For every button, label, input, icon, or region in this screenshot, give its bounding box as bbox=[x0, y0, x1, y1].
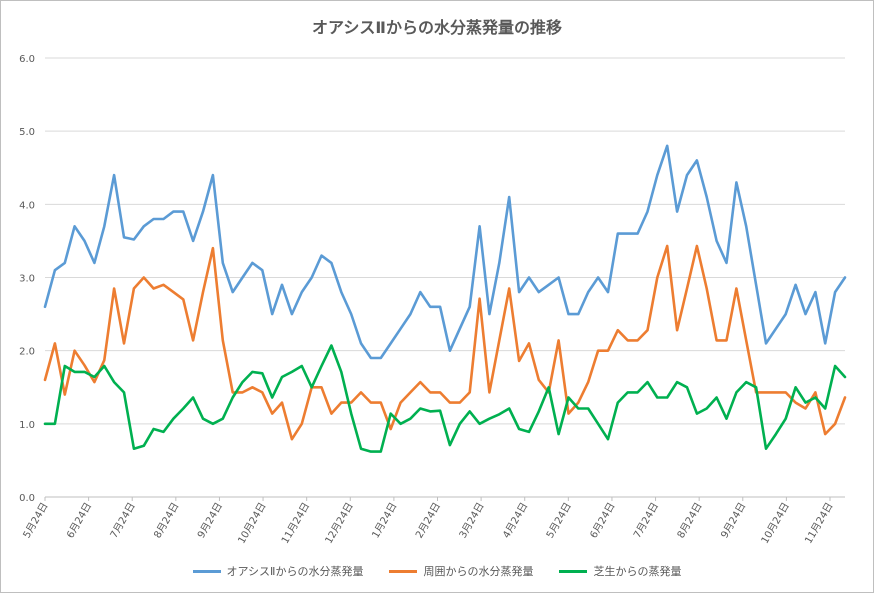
x-tick-label: 12月24日 bbox=[323, 501, 356, 546]
y-tick-label: 3.0 bbox=[19, 274, 35, 285]
x-axis-ticks: 5月24日 6月24日 7月24日 8月24日 9月24日 10月24日 11月24日 12月… bbox=[21, 497, 836, 546]
x-tick-label: 6月24日 bbox=[64, 501, 94, 541]
x-tick-label: 11月24日 bbox=[802, 501, 835, 546]
x-tick-label: 9月24日 bbox=[718, 501, 748, 541]
legend-label-oasis: オアシスⅡからの水分蒸発量 bbox=[226, 565, 364, 578]
x-tick-label: 6月24日 bbox=[588, 501, 618, 541]
y-tick-label: 5.0 bbox=[19, 127, 35, 138]
y-tick-label: 6.0 bbox=[19, 54, 35, 65]
x-tick-label: 5月24日 bbox=[544, 501, 574, 541]
chart-title: オアシスⅡからの水分蒸発量の推移 bbox=[312, 18, 562, 37]
x-tick-label: 11月24日 bbox=[279, 501, 312, 546]
x-tick-label: 8月24日 bbox=[151, 501, 181, 541]
x-tick-label: 3月24日 bbox=[457, 500, 487, 540]
series-line-lawn bbox=[43, 344, 847, 453]
series-line-surroundings bbox=[43, 244, 847, 441]
y-tick-label: 0.0 bbox=[19, 493, 35, 504]
y-tick-label: 2.0 bbox=[19, 347, 35, 358]
y-tick-label: 1.0 bbox=[19, 420, 35, 431]
x-tick-label: 8月24日 bbox=[675, 501, 705, 541]
legend-swatch-surroundings bbox=[389, 569, 418, 573]
legend-label-surroundings: 周囲からの水分蒸発量 bbox=[423, 565, 534, 578]
gridlines bbox=[45, 57, 845, 498]
x-tick-label: 9月24日 bbox=[195, 501, 225, 541]
y-tick-label: 4.0 bbox=[19, 200, 35, 211]
y-axis-ticks: 0.0 1.0 2.0 3.0 4.0 5.0 6.0 bbox=[19, 54, 35, 504]
legend-item-lawn: 芝生からの蒸発量 bbox=[559, 563, 681, 579]
series-lines bbox=[43, 144, 847, 453]
legend-swatch-lawn bbox=[559, 569, 588, 573]
x-tick-label: 10月24日 bbox=[236, 501, 269, 546]
x-tick-label: 7月24日 bbox=[108, 501, 138, 541]
legend-item-oasis: オアシスⅡからの水分蒸発量 bbox=[192, 563, 364, 579]
x-tick-label: 5月24日 bbox=[21, 501, 51, 541]
x-tick-label: 2月24日 bbox=[413, 501, 443, 541]
x-tick-label: 1月24日 bbox=[370, 501, 400, 541]
x-tick-label: 7月24日 bbox=[631, 501, 661, 541]
legend: オアシスⅡからの水分蒸発量 周囲からの水分蒸発量 芝生からの蒸発量 bbox=[0, 563, 874, 579]
legend-item-surroundings: 周囲からの水分蒸発量 bbox=[389, 563, 533, 579]
x-tick-label: 10月24日 bbox=[759, 501, 792, 546]
x-tick-label: 4月24日 bbox=[500, 501, 530, 541]
series-line-oasis bbox=[43, 144, 847, 360]
legend-swatch-oasis bbox=[192, 569, 221, 573]
legend-label-lawn: 芝生からの蒸発量 bbox=[593, 565, 682, 578]
